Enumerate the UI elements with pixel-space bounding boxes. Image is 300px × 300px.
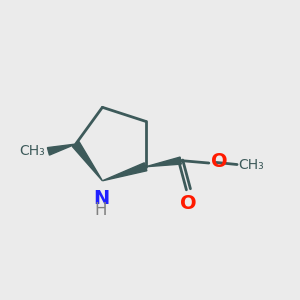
Text: N: N — [93, 189, 109, 208]
Polygon shape — [146, 157, 181, 167]
Polygon shape — [47, 144, 76, 155]
Polygon shape — [102, 163, 147, 181]
Text: CH₃: CH₃ — [238, 158, 264, 172]
Text: H: H — [95, 201, 107, 219]
Text: O: O — [211, 152, 227, 171]
Polygon shape — [72, 142, 102, 181]
Text: O: O — [180, 194, 197, 213]
Text: CH₃: CH₃ — [19, 144, 45, 158]
